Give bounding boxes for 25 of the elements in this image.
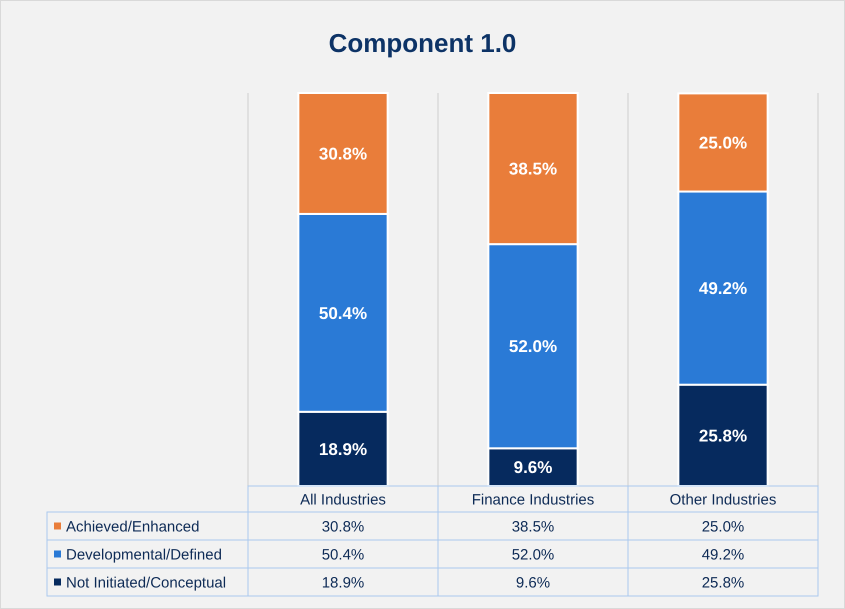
x-tick-label: All Industries <box>300 491 386 508</box>
data-label: 9.6% <box>516 574 550 592</box>
data-label: 49.2% <box>702 546 744 564</box>
data-label: 30.8% <box>322 518 364 536</box>
data-label: 50.4% <box>322 546 364 564</box>
text: 18.9% <box>318 440 368 459</box>
data-label: 25.8% <box>702 574 744 592</box>
legend-label: Developmental/Defined <box>66 546 222 564</box>
legend-label: Achieved/Enhanced <box>66 518 200 536</box>
text: 25.8% <box>698 426 748 446</box>
data-label: 18.9% <box>322 574 364 592</box>
x-tick-label: Other Industries <box>670 491 776 508</box>
data-label: 52.0% <box>512 546 554 564</box>
text: 30.8% <box>318 144 368 164</box>
legend-label: Not Initiated/Conceptual <box>66 574 226 592</box>
text: 50.4% <box>318 304 368 323</box>
x-tick-label: Finance Industries <box>472 491 594 508</box>
data-label: 25.0% <box>702 518 744 536</box>
data-label: 38.5% <box>512 518 554 536</box>
text: 49.2% <box>698 279 748 298</box>
text: 25.0% <box>698 133 748 152</box>
text: 52.0% <box>508 337 558 356</box>
chart-title: Component 1.0 <box>328 28 516 58</box>
text: 9.6% <box>514 458 552 478</box>
text: 38.5% <box>508 160 558 179</box>
